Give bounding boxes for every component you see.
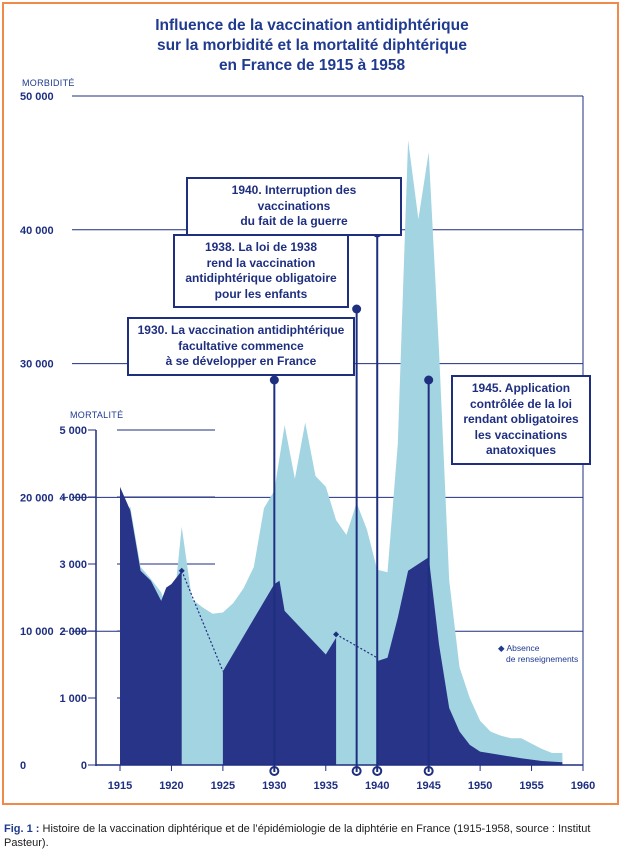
morbidity-area [120, 140, 563, 765]
legend-absence: ◆ Absence de renseignements [498, 643, 579, 664]
annotation-base-1938 [351, 766, 362, 776]
x-tick-label: 1935 [314, 780, 338, 792]
mortality-tick-label: 2 000 [59, 626, 87, 638]
mortality-tick-label: 5 000 [59, 425, 87, 437]
morbidity-tick-label: 40 000 [20, 225, 54, 237]
absence-diamond-icon: ◆ [498, 643, 505, 653]
annotation-1930: 1930. La vaccination antidiphtérique fac… [127, 317, 355, 376]
chart-title-line-3: en France de 1915 à 1958 [218, 57, 406, 74]
morbidity-axis-label: MORBIDITÉ [22, 78, 75, 88]
missing-data-marker [178, 567, 185, 574]
mortality-area-1 [120, 486, 182, 765]
mortality-tick-label: 0 [81, 760, 87, 772]
caption-text: Histoire de la vaccination diphtérique e… [4, 823, 591, 849]
mortality-axis-label: MORTALITÉ [70, 410, 124, 420]
annotation-1940: 1940. Interruption des vaccinations du f… [186, 177, 402, 236]
annotation-base-1945 [423, 766, 434, 776]
caption-label: Fig. 1 : [4, 823, 40, 835]
annotation-base-1930 [269, 766, 280, 776]
annotation-1938: 1938. La loi de 1938 rend la vaccination… [173, 234, 349, 308]
mortality-area-2 [222, 580, 337, 765]
morbidity-tick-label: 0 [20, 760, 26, 772]
chart-title-line-1: Influence de la vaccination antidiphtéri… [155, 17, 469, 34]
mortality-tick-label: 1 000 [59, 693, 87, 705]
chart-plot: 0 10 000 20 000 30 000 40 000 50 000 0 1 000 2 0… [20, 91, 595, 792]
x-tick-label: 1925 [211, 780, 235, 792]
x-tick-label: 1915 [108, 780, 132, 792]
morbidity-tick-label: 30 000 [20, 359, 54, 371]
x-tick-label: 1930 [262, 780, 286, 792]
annotation-dot-1930 [269, 375, 279, 385]
figure-caption: Fig. 1 : Histoire de la vaccination diph… [4, 822, 620, 850]
x-tick-label: 1950 [468, 780, 492, 792]
morbidity-tick-label: 10 000 [20, 626, 54, 638]
morbidity-tick-label: 50 000 [20, 91, 54, 103]
annotation-dot-1945 [424, 375, 434, 385]
missing-data-marker [333, 631, 340, 638]
annotation-dot-1938 [352, 304, 362, 314]
mortality-tick-label: 3 000 [59, 559, 87, 571]
annotation-1945: 1945. Application contrôlée de la loi re… [451, 375, 591, 465]
x-tick-label: 1920 [159, 780, 183, 792]
mortality-tick-label: 4 000 [59, 492, 87, 504]
x-tick-label: 1960 [571, 780, 595, 792]
morbidity-tick-label: 20 000 [20, 492, 54, 504]
x-tick-label: 1940 [365, 780, 389, 792]
mortality-area-3 [377, 557, 563, 765]
annotation-base-1940 [372, 766, 383, 776]
x-tick-label: 1955 [519, 780, 543, 792]
chart-title-line-2: sur la morbidité et la mortalité diphtér… [156, 37, 468, 54]
x-tick-label: 1945 [416, 780, 440, 792]
